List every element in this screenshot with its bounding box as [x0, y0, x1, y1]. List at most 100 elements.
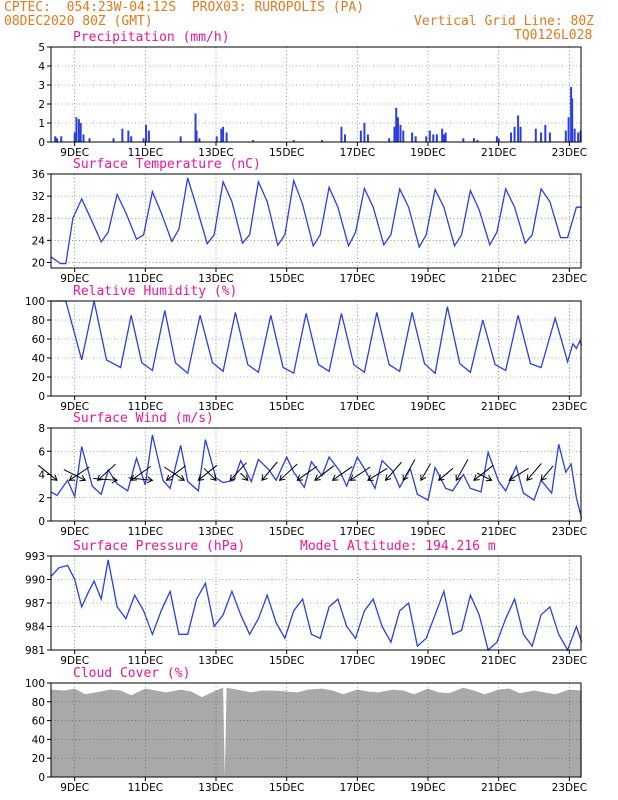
wind-arrow-head: [437, 474, 445, 481]
x-tick-label: 9DEC: [60, 273, 89, 285]
wind-arrow: [476, 472, 492, 481]
wind-arrow-head: [111, 476, 119, 484]
y-tick-label: 2: [38, 99, 45, 111]
precip-bar: [548, 132, 551, 142]
wind-arrow-head: [229, 474, 236, 482]
wind-line: [50, 434, 583, 519]
y-tick-label: 1: [38, 118, 45, 130]
precip-bar: [195, 130, 198, 142]
wind-arrow-head: [331, 474, 339, 481]
precip-bar: [77, 119, 80, 142]
wind-frame: [50, 427, 582, 522]
y-tick-label: 0: [38, 516, 45, 528]
y-tick-label: 993: [25, 551, 45, 563]
rh-line: [51, 300, 583, 375]
precip-bar: [519, 126, 522, 142]
precip-bar: [513, 126, 516, 142]
precip-bar: [395, 107, 398, 142]
precip-bar: [194, 113, 197, 142]
x-tick-label: 9DEC: [60, 401, 89, 413]
x-tick-label: 9DEC: [60, 782, 89, 794]
cloud-panel: Cloud Cover (%) 0 20 40 60 80 100 9DEC 11DEC 13DE…: [25, 666, 587, 794]
temp-frame: [50, 173, 582, 269]
precip-bar: [495, 136, 498, 142]
precip-bar: [112, 138, 115, 142]
temp-line: [50, 177, 582, 265]
wind-arrow-head: [540, 474, 547, 482]
pressure-title: Surface Pressure (hPa): [73, 539, 245, 554]
x-tick-label: 23DEC: [552, 147, 587, 159]
precip-bar: [441, 128, 444, 142]
precip-bar: [393, 126, 396, 142]
precip-bar: [225, 132, 228, 142]
x-tick-label: 13DEC: [198, 401, 233, 413]
x-tick-label: 23DEC: [552, 782, 587, 794]
precip-bar: [544, 124, 547, 142]
wind-arrow: [385, 461, 402, 481]
x-tick-label: 21DEC: [481, 526, 516, 538]
precip-bar: [147, 130, 150, 142]
x-tick-label: 15DEC: [269, 401, 304, 413]
precip-bar: [198, 138, 201, 142]
precip-bar: [73, 132, 76, 142]
wind-arrow: [332, 466, 353, 481]
x-tick-label: 9DEC: [60, 655, 89, 667]
model-code: TQ0126L028: [514, 28, 593, 43]
y-tick-label: 981: [25, 645, 45, 657]
y-tick-label: 36: [32, 169, 46, 181]
precip-bar: [425, 136, 428, 142]
wind-arrow: [229, 462, 247, 481]
precip-bar: [222, 126, 225, 142]
precip-bar: [573, 128, 576, 142]
x-tick-label: 11DEC: [128, 526, 163, 538]
wind-arrow-head: [349, 474, 357, 481]
wind-arrow-head: [165, 474, 173, 481]
x-tick-label: 17DEC: [340, 147, 375, 159]
precip-bar: [121, 128, 124, 142]
precip-bar: [462, 138, 465, 142]
wind-panel: Surface Wind (m/s) 0 2 4 6 8 9DEC 11DEC 13DEC 15D…: [37, 411, 587, 538]
y-tick-label: 4: [38, 61, 45, 73]
wind-arrow: [296, 465, 318, 481]
pressure-panel: Surface Pressure (hPa) Model Altitude: 19…: [25, 539, 587, 667]
x-tick-label: 11DEC: [128, 147, 163, 159]
wind-arrow: [128, 477, 153, 481]
wind-arrow-head: [146, 476, 154, 484]
precip-bar: [567, 117, 570, 142]
x-tick-label: 13DEC: [198, 147, 233, 159]
temp-title: Surface Temperature (nC): [73, 157, 261, 172]
cloud-title: Cloud Cover (%): [73, 666, 190, 681]
x-tick-label: 21DEC: [481, 655, 516, 667]
precip-bar: [60, 136, 63, 142]
wind-arrow-head: [508, 474, 516, 481]
precip-bar: [396, 117, 399, 142]
wind-arrow-head: [178, 474, 186, 481]
x-tick-label: 17DEC: [340, 655, 375, 667]
station-header: CPTEC: 054:23W-04:12S PROX03: RUROPOLIS …: [4, 0, 365, 15]
y-tick-label: 32: [32, 191, 45, 203]
precip-panel: Precipitation (mm/h) 0 1 2 3 4 5 9DEC 11DEC 13DEC…: [38, 30, 587, 159]
precip-bar: [411, 132, 414, 142]
precip-bar: [54, 136, 57, 142]
precip-bar: [517, 115, 520, 142]
y-tick-label: 40: [32, 734, 45, 746]
x-tick-label: 19DEC: [410, 401, 445, 413]
x-tick-label: 19DEC: [410, 655, 445, 667]
precip-bar: [220, 128, 223, 142]
wind-arrow: [261, 461, 278, 481]
y-tick-label: 24: [32, 235, 46, 247]
precip-bar: [88, 138, 91, 142]
wind-arrow: [198, 464, 218, 481]
precip-bar: [130, 136, 133, 142]
wind-arrow-head: [473, 474, 480, 481]
precip-bar: [540, 132, 543, 142]
precip-bar: [497, 138, 500, 142]
y-tick-label: 20: [32, 753, 45, 765]
precip-bar: [428, 130, 431, 142]
precip-bar: [388, 138, 391, 142]
pressure-frame: [50, 555, 582, 651]
wind-arrow-head: [420, 474, 427, 482]
wind-arrow: [240, 472, 249, 481]
precip-bar: [399, 124, 402, 142]
precip-bar: [292, 140, 295, 142]
